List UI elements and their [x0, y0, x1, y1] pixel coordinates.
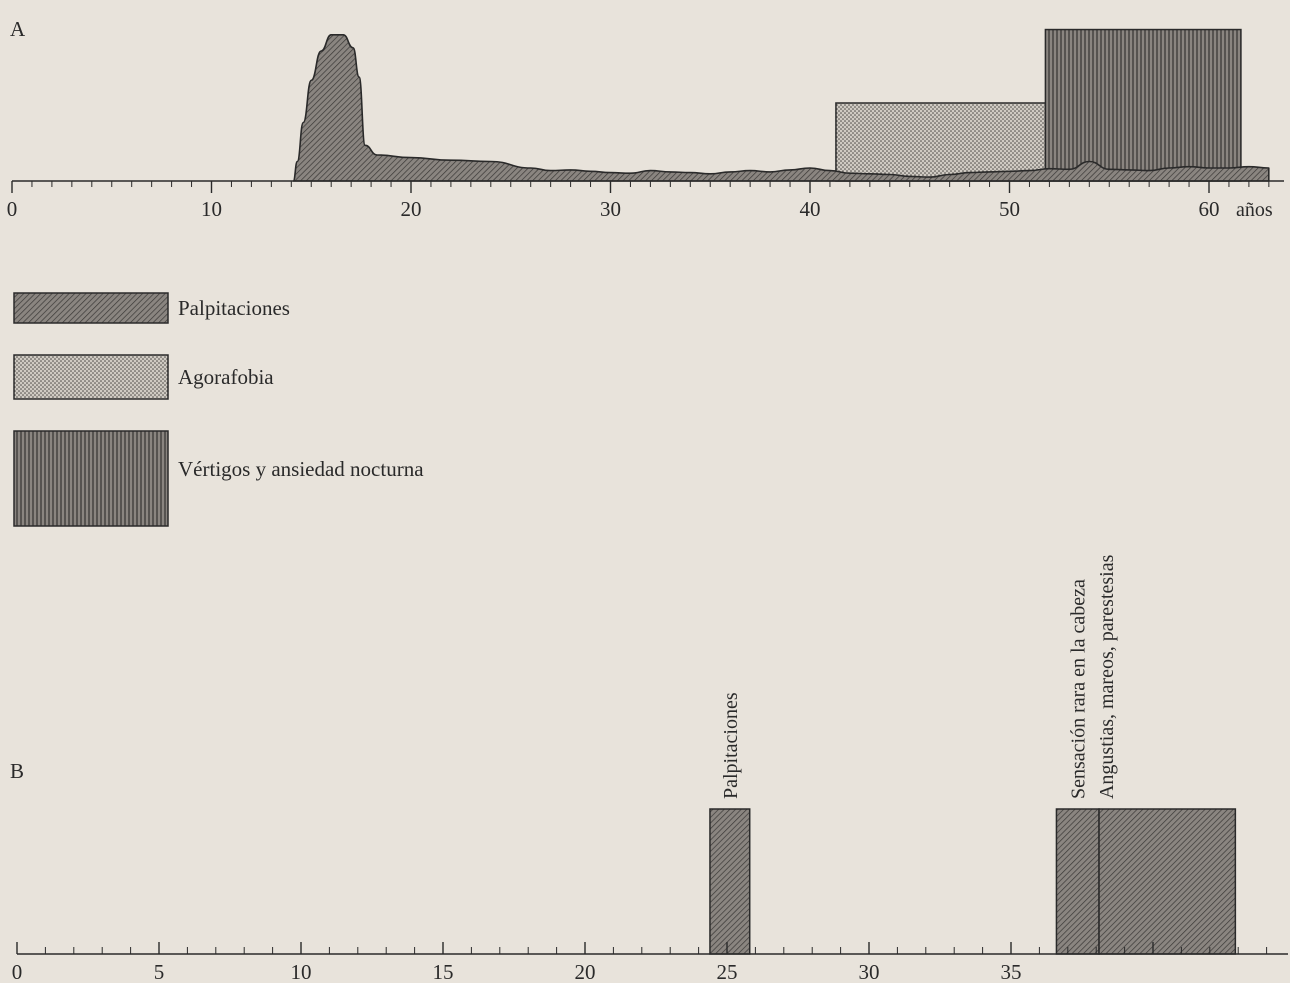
panel-a-block-agorafobia: [835, 102, 1047, 182]
panel-b-tick-label: 5: [154, 960, 165, 983]
panel-b-tick-label: 35: [1001, 960, 1022, 983]
panel-b-bar-label: Palpitaciones: [720, 692, 742, 799]
panel-b-bar: [1098, 808, 1237, 955]
panel-b-tick-label: 25: [717, 960, 738, 983]
panel-a-tick-label: 40: [800, 197, 821, 221]
panel-a: A 0 10 20 30 40 50 60 años Palpitaciones Agoraf…: [7, 17, 1284, 527]
legend-label: Vértigos y ansiedad nocturna: [178, 457, 424, 481]
panel-a-tick-label: 50: [999, 197, 1020, 221]
legend-swatch-diagonal-hatch: [13, 292, 169, 324]
panel-a-marks: [292, 28, 1270, 182]
legend-label: Palpitaciones: [178, 296, 290, 320]
panel-a-tick-label: 60: [1199, 197, 1220, 221]
legend-swatch-vertical-hatch: [13, 430, 169, 527]
panel-b-bar-label: Angustias, mareos, parestesias: [1096, 554, 1118, 799]
panel-b-bar-labels: Palpitaciones Sensación rara en la cabeza…: [720, 554, 1118, 799]
panel-a-ticks: 0 10 20 30 40 50 60: [7, 181, 1270, 221]
panel-a-tick-label: 0: [7, 197, 18, 221]
panel-a-x-unit-label: años: [1236, 199, 1273, 221]
panel-a-tick-label: 10: [201, 197, 222, 221]
panel-b-letter: B: [10, 759, 24, 783]
panel-b-tick-label: 0: [12, 960, 23, 983]
panel-a-tick-label: 30: [600, 197, 621, 221]
panel-b-tick-label: 15: [433, 960, 454, 983]
panel-b-bar-label: Sensación rara en la cabeza: [1068, 579, 1090, 799]
panel-a-tick-label: 20: [401, 197, 422, 221]
panel-a-block-v-rtigos-y-ansiedad-nocturna: [1044, 28, 1242, 182]
panel-b-tick-label: 30: [859, 960, 880, 983]
panel-b-bar: [1055, 808, 1100, 955]
panel-b-ticks: 0 5 10 15 20 25 30 35: [12, 942, 1268, 983]
panel-b-tick-label: 20: [575, 960, 596, 983]
legend-label: Agorafobia: [178, 365, 274, 389]
panel-b-tick-label: 10: [291, 960, 312, 983]
panel-a-letter: A: [10, 17, 26, 41]
panel-b-marks: [709, 808, 1237, 955]
panel-a-legend: Palpitaciones Agorafobia Vértigos y ansied…: [13, 292, 424, 527]
panel-b-bar: [709, 808, 751, 955]
panel-a-palpitaciones-curve: [292, 34, 1270, 182]
panel-b: B 0 5 10 15 20 25 30 35 Palpitaciones Sensación …: [10, 554, 1288, 983]
legend-swatch-stipple: [13, 354, 169, 400]
